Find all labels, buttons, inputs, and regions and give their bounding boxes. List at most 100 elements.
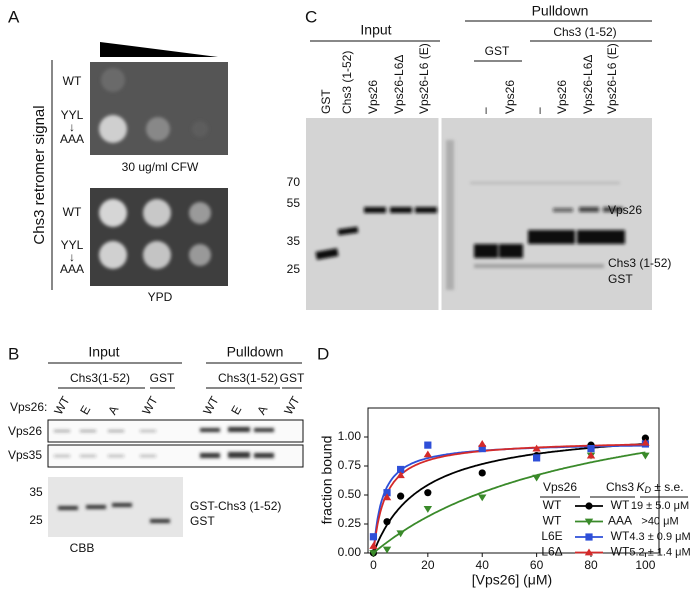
fit-curve	[372, 444, 646, 554]
legend-marker	[584, 548, 594, 556]
mw-marker: 35	[29, 485, 43, 499]
data-point	[369, 542, 378, 549]
lane-label: Vps26-L6 (E)	[605, 43, 619, 114]
lane-label: Vps26-L6Δ	[581, 55, 595, 114]
group-label: GST	[485, 44, 510, 58]
strain-label: WT	[63, 74, 82, 88]
legend-chs3: AAA	[608, 514, 632, 528]
data-point	[396, 530, 405, 538]
data-point	[382, 493, 392, 501]
legend-marker	[585, 502, 593, 510]
legend-chs3: WT	[611, 529, 630, 543]
x-tick-label: 20	[421, 558, 435, 572]
legend-kd: 4.3 ± 0.9 μM	[629, 531, 690, 543]
gradient-wedge	[100, 42, 218, 57]
data-point	[587, 445, 595, 453]
band-label: GST	[608, 272, 633, 286]
legend-header-part: D	[644, 485, 651, 495]
y-tick-label: 0.75	[338, 458, 362, 472]
blot-bands	[54, 427, 274, 458]
lane-label: Vps26-L6 (E)	[417, 43, 431, 114]
data-point	[641, 438, 650, 446]
legend-kd: 19 ± 5.0 μM	[631, 500, 689, 512]
data-point	[382, 546, 392, 554]
data-point	[532, 444, 541, 452]
data-point	[424, 489, 432, 497]
group-header: Pulldown	[227, 344, 284, 360]
lane-label: WT	[51, 393, 73, 417]
lane-label: E	[228, 403, 244, 417]
data-point	[397, 492, 405, 500]
blot	[47, 444, 304, 468]
mw-marker: 55	[287, 196, 301, 210]
lane-label: –	[532, 107, 546, 114]
legend-name: WT	[543, 498, 562, 512]
legend-name: L6E	[541, 529, 562, 543]
lane-label: WT	[139, 393, 161, 417]
group-label: Chs3(1-52)	[70, 371, 130, 385]
legend-header: Chs3	[606, 480, 634, 494]
lane-label: WT	[281, 393, 303, 417]
lane-label: Chs3 (1-52)	[340, 51, 354, 114]
lane-label: GST	[319, 89, 333, 114]
mw-marker: 25	[29, 513, 43, 527]
blot-label: Vps35	[8, 448, 42, 462]
group-header: Input	[360, 22, 391, 38]
data-point	[532, 474, 541, 482]
data-point	[478, 445, 486, 453]
mw-marker: 70	[287, 175, 301, 189]
legend-name: WT	[543, 514, 562, 528]
strain-label: ↓	[69, 250, 75, 264]
data-point	[586, 451, 596, 459]
data-point	[423, 450, 433, 458]
gel-bands	[315, 140, 625, 290]
band-label: GST	[190, 514, 215, 528]
panel-label: C	[305, 7, 317, 26]
group-header: Input	[88, 344, 119, 360]
lane-label: Vps26	[366, 80, 380, 114]
data-point	[478, 494, 487, 502]
strain-label: YYL	[61, 108, 84, 122]
y-axis-label: fraction bound	[319, 436, 335, 525]
panel-label: D	[317, 344, 329, 363]
legend-kd: >40 μM	[641, 515, 678, 527]
legend-header: KD ± s.e.	[636, 480, 683, 495]
mw-marker: 35	[287, 234, 301, 248]
data-point	[641, 434, 650, 442]
x-axis-label: [Vps26] (μM)	[472, 572, 552, 588]
x-tick-label: 40	[476, 558, 490, 572]
y-tick-label: 0.50	[338, 487, 362, 501]
fit-curve	[372, 443, 646, 554]
data-point	[369, 533, 378, 541]
band-label: Chs3 (1-52)	[608, 256, 671, 270]
gel	[306, 118, 652, 310]
group-label: GST	[280, 371, 305, 385]
legend-header-part: ± s.e.	[651, 480, 684, 494]
legend-marker	[585, 533, 593, 541]
strain-label: YYL	[61, 238, 84, 252]
group-label: Chs3(1-52)	[218, 371, 278, 385]
data-point	[478, 469, 486, 477]
data-point	[383, 489, 391, 497]
blot-label: Vps26	[8, 424, 42, 438]
lane-label: WT	[200, 393, 222, 417]
mw-marker: 25	[287, 262, 301, 276]
lane-label: A	[105, 403, 121, 417]
strain-label: AAA	[60, 132, 84, 146]
spots	[99, 68, 208, 143]
stain-label: CBB	[70, 541, 95, 555]
strain-label: ↓	[69, 120, 75, 134]
lane-label: A	[254, 403, 270, 417]
x-tick-label: 0	[370, 558, 377, 572]
x-tick-label: 60	[530, 558, 544, 572]
group-label: Chs3 (1-52)	[553, 25, 616, 39]
data-point	[533, 454, 541, 462]
lane-label: E	[77, 403, 93, 417]
gel-bands	[58, 503, 170, 523]
y-tick-label: 0.25	[338, 516, 362, 530]
group-header: Pulldown	[532, 3, 589, 19]
group-label: GST	[150, 371, 175, 385]
y-tick-label: 1.00	[338, 429, 362, 443]
data-point	[424, 441, 432, 449]
